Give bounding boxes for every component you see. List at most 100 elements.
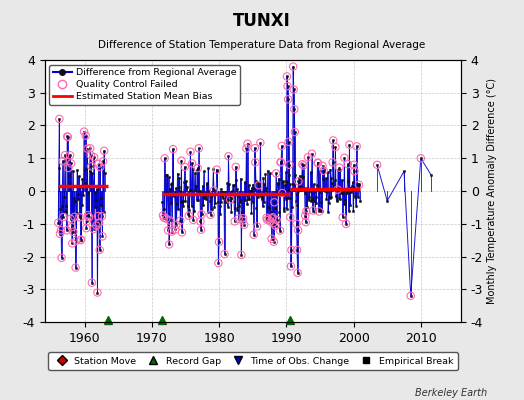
Point bbox=[99, 158, 107, 164]
Point bbox=[269, 220, 278, 226]
Point bbox=[160, 155, 169, 162]
Point bbox=[86, 152, 95, 158]
Point bbox=[285, 162, 293, 168]
Point bbox=[231, 218, 239, 225]
Point bbox=[242, 145, 250, 152]
Point bbox=[315, 208, 323, 215]
Point bbox=[289, 63, 297, 70]
Point bbox=[294, 178, 303, 184]
Point bbox=[71, 264, 80, 271]
Point bbox=[278, 143, 286, 149]
Point bbox=[70, 214, 79, 220]
Point bbox=[329, 137, 337, 144]
Point bbox=[272, 217, 281, 223]
Point bbox=[284, 96, 292, 102]
Point bbox=[263, 217, 271, 223]
Point bbox=[238, 218, 247, 224]
Point bbox=[350, 162, 358, 168]
Point bbox=[304, 154, 312, 160]
Point bbox=[407, 293, 415, 299]
Point bbox=[255, 182, 263, 188]
Point bbox=[292, 220, 301, 227]
Point bbox=[72, 238, 80, 244]
Point bbox=[342, 221, 350, 227]
Point bbox=[54, 220, 62, 226]
Point bbox=[68, 240, 77, 246]
Point bbox=[289, 86, 298, 93]
Point bbox=[268, 215, 276, 222]
Point bbox=[90, 154, 99, 160]
Point bbox=[237, 252, 246, 258]
Point bbox=[293, 247, 301, 253]
Point bbox=[85, 214, 93, 220]
Point bbox=[301, 219, 310, 225]
Point bbox=[213, 166, 221, 173]
Point bbox=[64, 165, 72, 171]
Point bbox=[345, 141, 354, 148]
Point bbox=[69, 228, 78, 235]
Point bbox=[93, 289, 102, 296]
Point bbox=[194, 145, 203, 152]
Point bbox=[98, 213, 106, 220]
Point bbox=[340, 154, 348, 161]
Point bbox=[283, 83, 292, 89]
Point bbox=[224, 153, 233, 160]
Point bbox=[210, 187, 218, 194]
Point bbox=[83, 218, 91, 225]
Point bbox=[186, 148, 194, 155]
Point bbox=[249, 232, 258, 238]
Point bbox=[61, 152, 69, 158]
Point bbox=[214, 260, 223, 266]
Point bbox=[177, 158, 185, 164]
Point bbox=[417, 155, 425, 162]
Point bbox=[320, 168, 328, 174]
Point bbox=[67, 216, 75, 222]
Point bbox=[56, 230, 64, 237]
Point bbox=[184, 212, 193, 219]
Point bbox=[355, 182, 363, 188]
Text: Difference of Station Temperature Data from Regional Average: Difference of Station Temperature Data f… bbox=[99, 40, 425, 50]
Point bbox=[193, 165, 202, 171]
Point bbox=[309, 207, 317, 214]
Point bbox=[92, 222, 101, 229]
Point bbox=[333, 186, 342, 193]
Point bbox=[66, 152, 74, 158]
Point bbox=[55, 116, 63, 122]
Text: Berkeley Earth: Berkeley Earth bbox=[415, 388, 487, 398]
Point bbox=[67, 160, 75, 167]
Point bbox=[172, 222, 181, 228]
Point bbox=[270, 238, 278, 245]
Point bbox=[197, 226, 205, 233]
Point bbox=[283, 73, 291, 80]
Point bbox=[82, 132, 90, 139]
Point bbox=[256, 140, 265, 146]
Point bbox=[373, 162, 381, 168]
Point bbox=[86, 145, 94, 152]
Text: TUNXI: TUNXI bbox=[233, 12, 291, 30]
Point bbox=[198, 211, 206, 218]
Point bbox=[178, 229, 186, 236]
Point bbox=[271, 222, 280, 229]
Point bbox=[59, 214, 68, 220]
Point bbox=[294, 227, 302, 234]
Point bbox=[293, 270, 302, 276]
Point bbox=[159, 212, 167, 219]
Point bbox=[277, 159, 285, 165]
Point bbox=[290, 106, 299, 112]
Point bbox=[226, 196, 234, 203]
Point bbox=[331, 144, 340, 150]
Point bbox=[298, 161, 307, 168]
Point bbox=[168, 228, 176, 235]
Point bbox=[62, 227, 71, 234]
Point bbox=[171, 226, 180, 233]
Point bbox=[265, 216, 273, 223]
Point bbox=[63, 133, 71, 140]
Point bbox=[329, 159, 337, 166]
Point bbox=[169, 146, 177, 152]
Point bbox=[253, 223, 261, 230]
Point bbox=[94, 213, 102, 219]
Point bbox=[268, 214, 277, 220]
Point bbox=[272, 170, 280, 176]
Point bbox=[84, 212, 92, 218]
Point bbox=[276, 227, 284, 234]
